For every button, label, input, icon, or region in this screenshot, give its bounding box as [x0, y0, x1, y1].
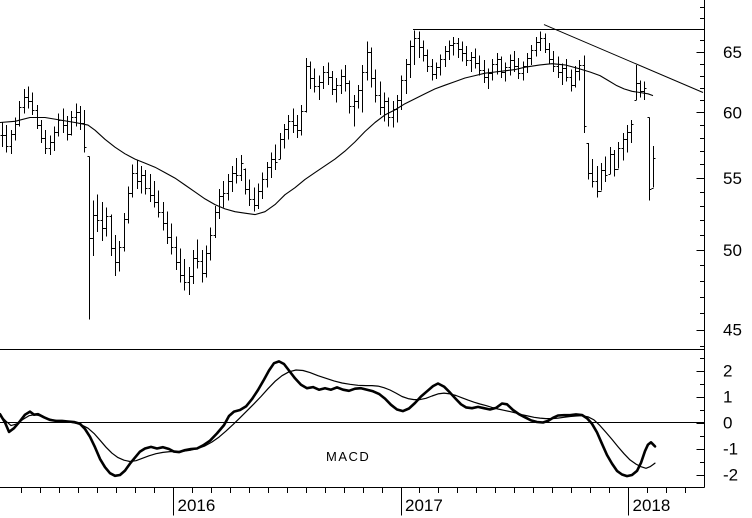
svg-text:2: 2	[723, 362, 732, 381]
macd-label: MACD	[326, 449, 371, 464]
x-axis-labels: 2016 2017 2018	[178, 496, 671, 515]
macd-axis-labels: 2 1 0 -1 -2	[723, 362, 738, 485]
svg-text:0: 0	[723, 414, 732, 433]
svg-text:2017: 2017	[405, 496, 443, 515]
svg-text:1: 1	[723, 388, 732, 407]
svg-text:-2: -2	[723, 466, 738, 485]
macd-line	[0, 360, 657, 478]
x-axis-ticks	[21, 487, 686, 516]
macd-axis-ticks	[696, 358, 705, 476]
svg-text:2016: 2016	[178, 496, 216, 515]
svg-text:-1: -1	[723, 440, 738, 459]
descending-trendline	[543, 24, 704, 93]
svg-text:65: 65	[723, 43, 742, 62]
svg-text:60: 60	[723, 103, 742, 122]
moving-average-line	[0, 63, 654, 216]
price-axis-ticks	[696, 7, 705, 347]
svg-text:50: 50	[723, 241, 742, 260]
svg-text:55: 55	[723, 169, 742, 188]
svg-text:2018: 2018	[633, 496, 671, 515]
svg-text:45: 45	[723, 321, 742, 340]
price-axis-labels: 65 60 55 50 45	[723, 43, 742, 340]
axes	[0, 0, 705, 488]
signal-line	[0, 369, 656, 469]
